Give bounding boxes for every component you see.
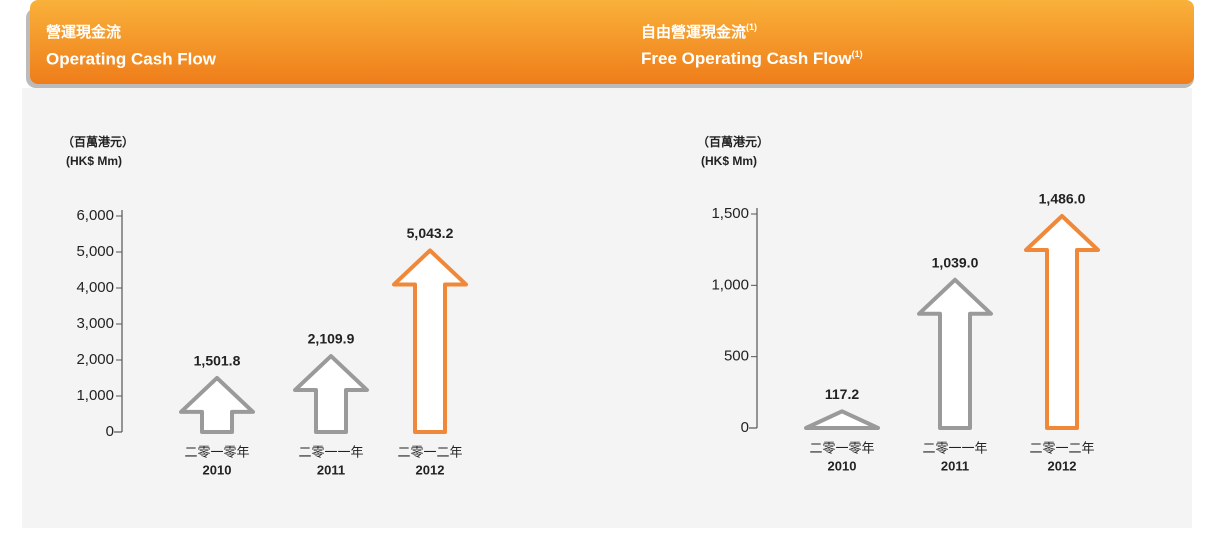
y-tick-label: 1,000	[711, 276, 749, 293]
y-tick-label: 0	[106, 423, 114, 440]
x-tick-label: 2010	[203, 462, 232, 477]
panel	[22, 88, 1192, 528]
bar	[179, 375, 255, 434]
x-tick-label-zh: 二零一零年	[809, 440, 874, 455]
x-tick-label: 2010	[828, 458, 857, 473]
header	[30, 0, 1194, 84]
x-tick-label-zh: 二零一零年	[184, 444, 249, 459]
unit-zh: （百萬港元）	[697, 134, 769, 149]
title-zh: 營運現金流	[46, 23, 121, 41]
data-label: 1,039.0	[932, 254, 979, 270]
y-tick-label: 500	[724, 348, 749, 365]
footnote-ref: (1)	[746, 22, 757, 32]
title: Operating Cash Flow	[46, 49, 217, 68]
bar	[804, 409, 880, 430]
title-zh: 自由營運現金流(1)	[641, 22, 757, 41]
x-tick-label: 2011	[941, 458, 969, 473]
y-tick-label: 0	[741, 419, 749, 436]
unit: (HK$ Mm)	[66, 154, 122, 168]
y-tick-label: 2,000	[76, 351, 114, 368]
bar	[1024, 213, 1100, 430]
bar	[917, 277, 993, 430]
bar	[392, 248, 468, 434]
x-tick-label-zh: 二零一二年	[1029, 440, 1094, 455]
y-tick-label: 4,000	[76, 279, 114, 296]
y-tick-label: 5,000	[76, 243, 114, 260]
title-zh-text: 自由營運現金流	[641, 23, 746, 41]
x-tick-label: 2011	[317, 462, 345, 477]
x-tick-label-zh: 二零一一年	[922, 440, 987, 455]
bar	[293, 354, 369, 434]
title-text: Free Operating Cash Flow	[641, 49, 852, 68]
x-tick-label: 2012	[1048, 458, 1077, 473]
data-label: 2,109.9	[308, 331, 355, 347]
title: Free Operating Cash Flow(1)	[641, 49, 863, 68]
y-tick-label: 1,000	[76, 387, 114, 404]
data-label: 1,501.8	[194, 353, 241, 369]
data-label: 5,043.2	[407, 225, 454, 241]
x-tick-label-zh: 二零一一年	[298, 444, 363, 459]
data-label: 117.2	[825, 386, 859, 402]
footnote-ref: (1)	[852, 49, 863, 59]
y-tick-label: 3,000	[76, 315, 114, 332]
x-tick-label-zh: 二零一二年	[397, 444, 462, 459]
y-tick-label: 6,000	[76, 207, 114, 224]
y-tick-label: 1,500	[711, 205, 749, 222]
unit-zh: （百萬港元）	[62, 134, 134, 149]
x-tick-label: 2012	[416, 462, 445, 477]
unit: (HK$ Mm)	[701, 154, 757, 168]
data-label: 1,486.0	[1039, 191, 1086, 207]
